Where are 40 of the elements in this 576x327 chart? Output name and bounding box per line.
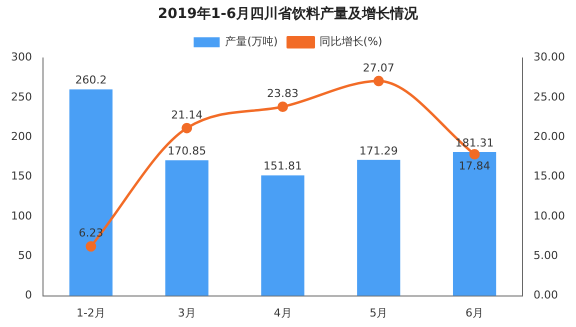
y-tick-label: 150 (10, 170, 32, 183)
x-tick-label: 1-2月 (76, 306, 106, 320)
y2-tick-label: 5.00 (534, 248, 558, 262)
point (182, 122, 192, 134)
y-tick-label: 250 (10, 90, 32, 104)
y2-tick-label: 10.00 (534, 209, 566, 222)
data-label: 170.85 (168, 144, 206, 158)
bar (357, 160, 400, 296)
x-tick-label: 5月 (370, 306, 388, 320)
y2-tick-label: 15.00 (534, 170, 566, 183)
data-label: 171.29 (359, 144, 398, 158)
y-tick-label: 100 (10, 209, 32, 222)
bar (69, 89, 113, 296)
point (469, 149, 480, 160)
bar (261, 175, 304, 296)
y2-tick-label: 0.00 (534, 288, 558, 302)
y-tick-label: 200 (10, 130, 32, 143)
x-tick-label: 4月 (274, 306, 292, 320)
point (86, 241, 96, 252)
data-label: 260.2 (75, 74, 107, 87)
y2-tick-label: 25.00 (534, 90, 566, 104)
y2-tick-label: 30.00 (534, 50, 566, 64)
y-tick-label: 50 (18, 248, 32, 262)
bar (165, 160, 208, 296)
y-tick-label: 0 (24, 288, 32, 302)
chart-title: 2019年1-6月四川省饮料产量及增长情况 (158, 5, 420, 22)
data-label: 21.14 (171, 108, 203, 122)
data-label: 27.07 (362, 61, 394, 74)
point (278, 102, 288, 112)
legend-label: 同比增长(%) (319, 35, 382, 48)
point (373, 76, 384, 86)
x-tick-label: 6月 (466, 306, 484, 320)
y-tick-label: 300 (10, 50, 32, 64)
x-tick-label: 3月 (178, 306, 196, 320)
bar (452, 152, 496, 296)
data-label: 151.81 (264, 160, 302, 173)
data-label: 23.83 (267, 87, 298, 100)
data-label: 17.84 (458, 160, 490, 173)
legend-label: 产量(万吨) (225, 35, 278, 48)
y2-tick-label: 20.00 (534, 130, 566, 143)
